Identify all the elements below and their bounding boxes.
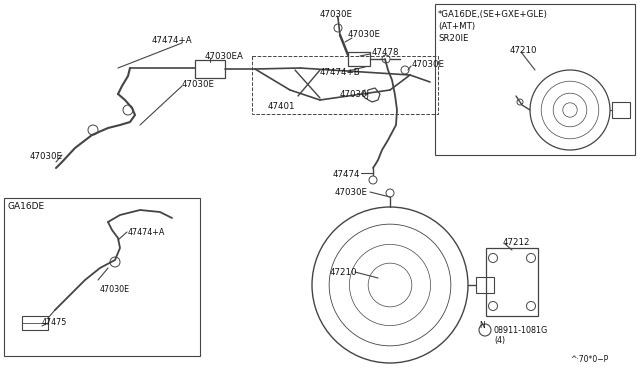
Text: 47210: 47210 [510,46,538,55]
Text: (AT+MT): (AT+MT) [438,22,475,31]
Text: 47030J: 47030J [340,90,370,99]
Bar [195,60,225,78]
Text: 47030E: 47030E [412,60,445,69]
Bar [22,316,48,330]
Text: 08911-1081G: 08911-1081G [494,326,548,335]
Text: 47475: 47475 [42,318,67,327]
Bar [252,56,438,114]
Text: (4): (4) [494,336,505,345]
Text: 47474+A: 47474+A [128,228,165,237]
Bar [435,4,635,155]
Bar [486,248,538,316]
Bar [4,198,200,356]
Text: 47030E: 47030E [182,80,215,89]
Text: 47030E: 47030E [335,188,368,197]
Text: *GA16DE,(SE+GXE+GLE): *GA16DE,(SE+GXE+GLE) [438,10,548,19]
Bar [476,277,494,293]
Text: 47030E: 47030E [100,285,130,294]
Text: 47030EA: 47030EA [205,52,244,61]
Text: 47212: 47212 [503,238,531,247]
Text: 47478: 47478 [372,48,399,57]
Text: ^·70*0−P: ^·70*0−P [570,355,608,364]
Text: 47030E: 47030E [30,152,63,161]
Text: SR20IE: SR20IE [438,34,468,43]
Bar [612,102,630,118]
Bar [348,52,370,66]
Text: 47474: 47474 [333,170,360,179]
Text: 47030E: 47030E [348,30,381,39]
Text: 47474+A: 47474+A [152,36,193,45]
Text: N: N [479,321,485,330]
Text: GA16DE: GA16DE [8,202,45,211]
Text: 47474+B: 47474+B [320,68,361,77]
Text: 47030E: 47030E [320,10,353,19]
Text: 47401: 47401 [268,102,296,111]
Text: 47210: 47210 [330,268,358,277]
